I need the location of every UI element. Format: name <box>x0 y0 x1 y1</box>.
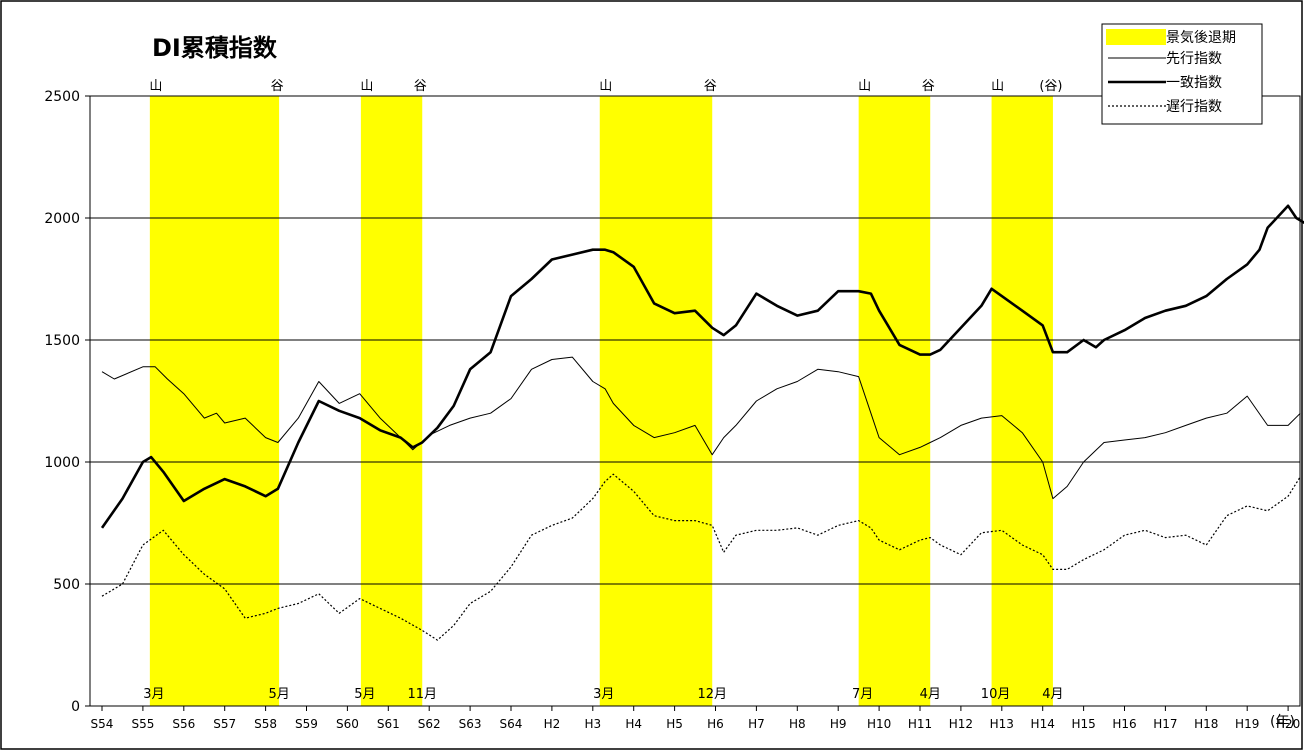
peak-label-3: 山 <box>599 79 612 94</box>
recession-band-2 <box>360 96 423 706</box>
series-line-1 <box>101 356 1301 500</box>
x-tick-label-S61: S61 <box>377 717 400 731</box>
x-tick-label-S57: S57 <box>213 717 236 731</box>
peak-label-2: 山 <box>360 79 373 94</box>
x-tick-label-H10: H10 <box>867 717 891 731</box>
series-line-3 <box>101 473 1301 641</box>
x-tick-label-H14: H14 <box>1031 717 1055 731</box>
x-tick-label-H7: H7 <box>748 717 765 731</box>
start-month-5: 10月 <box>981 687 1011 702</box>
y-tick-label-1500: 1500 <box>44 333 80 349</box>
y-tick-label-2000: 2000 <box>44 211 80 227</box>
series-line-2 <box>100 204 1304 529</box>
recession-band-1 <box>149 96 280 706</box>
peak-label-5: 山 <box>991 79 1004 94</box>
recession-band-4 <box>858 96 931 706</box>
y-tick-label-0: 0 <box>71 699 80 715</box>
y-tick-label-2500: 2500 <box>44 89 80 105</box>
end-month-5: 4月 <box>1042 687 1063 702</box>
x-tick-label-H20: H20 <box>1276 717 1300 731</box>
x-tick-label-H3: H3 <box>584 717 601 731</box>
x-tick-label-S56: S56 <box>172 717 195 731</box>
x-tick-label-H11: H11 <box>908 717 932 731</box>
plot-border <box>89 95 1301 707</box>
y-tick-label-1000: 1000 <box>44 455 80 471</box>
x-tick-label-H8: H8 <box>789 717 806 731</box>
x-tick-label-S60: S60 <box>336 717 359 731</box>
x-tick-label-S63: S63 <box>459 717 482 731</box>
x-tick-label-H9: H9 <box>830 717 847 731</box>
x-tick-label-H6: H6 <box>707 717 724 731</box>
start-month-2: 5月 <box>354 687 375 702</box>
trough-label-2: 谷 <box>414 79 427 94</box>
grid-lines <box>90 217 1300 585</box>
recession-band-5 <box>991 96 1053 706</box>
x-unit-label: (年) <box>1270 714 1295 730</box>
legend: 景気後退期 先行指数 一致指数 遅行指数 <box>1101 23 1263 125</box>
x-tick-label-S59: S59 <box>295 717 318 731</box>
legend-recession-swatch <box>1106 29 1166 45</box>
x-tick-label-S64: S64 <box>500 717 523 731</box>
y-tick-label-500: 500 <box>53 577 80 593</box>
legend-coincident-label: 一致指数 <box>1166 75 1222 91</box>
recession-band-3 <box>599 96 713 706</box>
x-tick-label-H18: H18 <box>1194 717 1218 731</box>
x-tick-label-S58: S58 <box>254 717 277 731</box>
chart-title: DI累積指数 <box>152 34 278 62</box>
x-tick-label-H2: H2 <box>544 717 561 731</box>
x-tick-label-H5: H5 <box>666 717 683 731</box>
x-tick-label-S62: S62 <box>418 717 441 731</box>
trough-label-5: (谷) <box>1039 79 1062 94</box>
recession-bands <box>149 96 1053 706</box>
end-month-3: 12月 <box>697 687 727 702</box>
start-month-3: 3月 <box>593 687 614 702</box>
x-tick-label-H12: H12 <box>949 717 973 731</box>
start-month-1: 3月 <box>143 687 164 702</box>
legend-leading-label: 先行指数 <box>1166 51 1222 67</box>
x-tick-label-H13: H13 <box>990 717 1014 731</box>
axes: 0 500 1000 1500 2000 2500 S54 S55 S56 S57 S58 S59 S6… <box>44 89 1301 731</box>
x-tick-label-H17: H17 <box>1153 717 1177 731</box>
end-month-2: 11月 <box>407 687 437 702</box>
series-lines <box>100 204 1304 641</box>
peak-label-4: 山 <box>858 79 871 94</box>
trough-label-4: 谷 <box>922 79 935 94</box>
legend-lagging-label: 遅行指数 <box>1166 99 1222 115</box>
peak-label-1: 山 <box>149 79 162 94</box>
trough-label-1: 谷 <box>271 79 284 94</box>
x-tick-label-H16: H16 <box>1112 717 1136 731</box>
x-tick-label-S54: S54 <box>91 717 114 731</box>
legend-recession-label: 景気後退期 <box>1166 30 1236 46</box>
x-tick-label-H19: H19 <box>1235 717 1259 731</box>
x-tick-label-H15: H15 <box>1071 717 1095 731</box>
x-tick-label-H4: H4 <box>625 717 642 731</box>
trough-label-3: 谷 <box>704 79 717 94</box>
x-tick-label-S55: S55 <box>131 717 154 731</box>
end-month-4: 4月 <box>920 687 941 702</box>
cycle-labels: 山 谷 3月 5月 山 谷 5月 11月 山 谷 3月 12月 山 谷 7月 4月 山 (谷) 10月 4月 <box>143 79 1063 702</box>
start-month-4: 7月 <box>852 687 873 702</box>
end-month-1: 5月 <box>268 687 289 702</box>
